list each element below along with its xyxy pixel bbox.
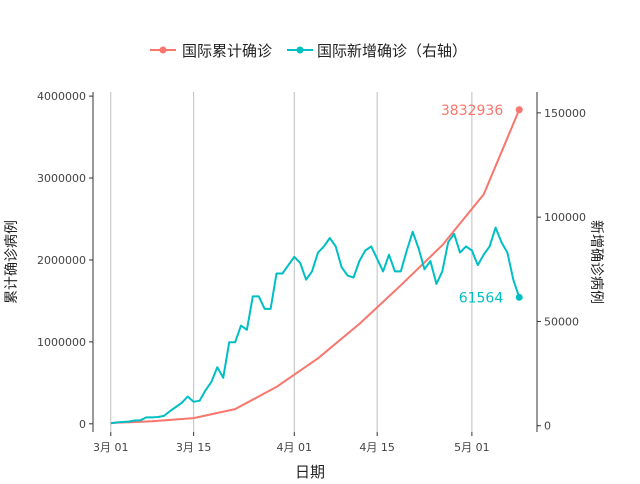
series-end-label-new: 61564 bbox=[459, 290, 504, 306]
right-y-tick-label: 100000 bbox=[544, 211, 586, 224]
left-y-tick-label: 3000000 bbox=[37, 172, 86, 185]
right-y-tick-label: 0 bbox=[544, 420, 551, 433]
right-y-tick-label: 150000 bbox=[544, 107, 586, 120]
right-axis-title: 新增确诊病例 bbox=[588, 220, 604, 304]
legend-label-cumulative: 国际累计确诊 bbox=[182, 42, 272, 60]
legend-label-new: 国际新增确诊（右轴） bbox=[317, 42, 467, 60]
series-line-new bbox=[110, 226, 521, 425]
series-layer: 3832936 61564 bbox=[110, 103, 523, 425]
x-tick-label: 4月 15 bbox=[359, 441, 395, 454]
series-end-point-cumulative bbox=[515, 106, 523, 114]
axes bbox=[92, 92, 538, 432]
x-tick-label: 3月 15 bbox=[176, 441, 212, 454]
left-y-tick-label: 2000000 bbox=[37, 254, 86, 267]
left-axis-title: 累计确诊病例 bbox=[4, 220, 20, 304]
series-line-cumulative bbox=[110, 109, 521, 424]
left-y-tick-label: 0 bbox=[79, 418, 86, 431]
left-y-tick-label: 1000000 bbox=[37, 336, 86, 349]
right-y-tick-label: 50000 bbox=[544, 315, 579, 328]
tick-labels: 3月 01 3月 15 4月 01 4月 15 5月 01010000002000000… bbox=[37, 90, 586, 454]
grid bbox=[110, 92, 473, 432]
left-y-tick-label: 4000000 bbox=[37, 90, 86, 103]
x-tick-label: 4月 01 bbox=[277, 441, 313, 454]
legend-swatch-point-new bbox=[296, 46, 304, 54]
x-tick-label: 3月 01 bbox=[93, 441, 129, 454]
series-end-point-new bbox=[515, 293, 523, 301]
legend-swatch-point-cumulative bbox=[159, 46, 167, 54]
x-tick-label: 5月 01 bbox=[454, 441, 490, 454]
series-end-label-cumulative: 3832936 bbox=[441, 103, 503, 119]
x-axis-title: 日期 bbox=[295, 463, 325, 480]
legend: 国际累计确诊 国际新增确诊（右轴） bbox=[150, 42, 467, 60]
